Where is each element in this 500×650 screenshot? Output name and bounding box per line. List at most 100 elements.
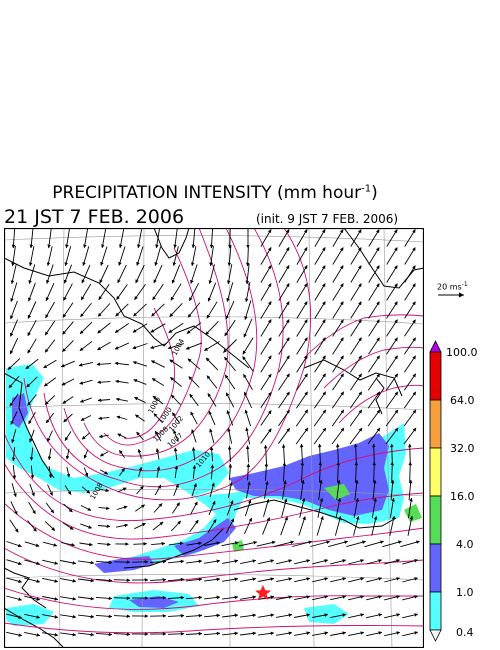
coastline-japan-south (123, 527, 225, 569)
wind-vector (313, 409, 327, 427)
legend-swatch-64-100 (429, 351, 442, 401)
wind-vector (371, 443, 376, 465)
wind-vector (29, 228, 34, 249)
wind-vector (186, 322, 202, 334)
wind-vector (389, 497, 395, 518)
wind-vector (389, 515, 396, 536)
wind-vector (206, 301, 218, 319)
wind-vector (119, 450, 125, 458)
wind-vector (209, 446, 214, 462)
wind-vector (204, 559, 221, 564)
wind-vector (154, 246, 162, 266)
wind-vector (186, 559, 203, 564)
wind-vector (280, 516, 288, 536)
wind-vector (27, 520, 37, 532)
wind-vector (367, 373, 381, 391)
wind-vector (209, 228, 214, 249)
wind-vector (382, 540, 402, 548)
wind-vector (348, 613, 365, 619)
isobar (43, 228, 284, 488)
wind-vector (366, 577, 383, 583)
wind-vector (312, 631, 329, 636)
wind-vector (224, 374, 236, 390)
wind-vector (9, 393, 19, 407)
wind-vector (80, 505, 92, 511)
wind-vector (7, 357, 21, 371)
wind-vector (384, 595, 401, 601)
wind-vector (350, 229, 362, 247)
wind-vector (332, 283, 344, 301)
wind-vector (296, 355, 308, 373)
wind-vector (80, 302, 92, 318)
wind-vector (61, 378, 75, 386)
wind-vector (185, 631, 203, 636)
wind-vector (150, 360, 165, 368)
wind-vector (26, 376, 38, 388)
wind-scale-exponent: -1 (461, 281, 468, 288)
wind-vector (47, 430, 53, 442)
wind-vector (45, 301, 55, 319)
title-close: ) (371, 183, 378, 203)
wind-vector (296, 319, 308, 337)
wind-vector (155, 448, 160, 460)
wind-vector (208, 264, 215, 285)
wind-vector (332, 247, 344, 265)
wind-vector (79, 379, 93, 385)
wind-vector (97, 542, 111, 547)
wind-vector (190, 411, 198, 425)
wind-vector (10, 411, 18, 425)
isobar (103, 247, 202, 446)
wind-vector (64, 431, 72, 441)
coastline-north-continent (4, 257, 250, 369)
wind-vector (62, 396, 74, 404)
wind-vector (278, 373, 290, 391)
wind-vector (330, 631, 347, 636)
wind-vector (408, 479, 413, 501)
wind-vector (98, 434, 109, 439)
wind-vector (100, 246, 108, 266)
precip-patch-south-medium (129, 596, 179, 608)
wind-vector (115, 379, 129, 384)
isobar (4, 432, 424, 522)
wind-vector (243, 391, 253, 409)
wind-vector (78, 614, 95, 619)
wind-vector (64, 246, 72, 267)
wind-vector (191, 429, 197, 443)
graticule-line (383, 228, 393, 648)
wind-vector (404, 247, 416, 265)
wind-vector (79, 321, 93, 335)
wind-vector (42, 632, 59, 637)
graticule-line (228, 228, 231, 648)
wind-vector (209, 428, 215, 444)
wind-vector (296, 391, 308, 409)
wind-vector (350, 355, 362, 373)
coastlines (4, 228, 424, 648)
wind-vector (403, 391, 417, 409)
wind-vector (152, 283, 164, 301)
wind-vector (11, 483, 17, 498)
wind-vector (276, 631, 293, 636)
wind-vector (278, 265, 290, 283)
wind-vector (278, 319, 290, 337)
wind-vector (205, 357, 219, 371)
wind-vector (335, 443, 340, 465)
wind-vector (222, 613, 239, 618)
precip-band-south-medium (174, 518, 236, 556)
wind-vector (97, 524, 111, 529)
graticule-line (4, 574, 424, 581)
wind-vector (136, 485, 144, 495)
wind-vector (350, 337, 362, 355)
wind-vector (294, 577, 311, 583)
wind-vector (63, 264, 73, 284)
wind-vector (28, 411, 36, 425)
wind-vector (95, 578, 113, 583)
wind-vector (191, 447, 196, 461)
wind-vector (354, 461, 359, 483)
wind-scale-value: 20 ms (437, 282, 462, 292)
wind-vector (29, 483, 35, 497)
isobar (4, 462, 424, 540)
wind-vector (368, 337, 380, 355)
wind-vector (404, 265, 416, 283)
wind-vector (170, 283, 182, 301)
wind-vector (263, 444, 268, 463)
